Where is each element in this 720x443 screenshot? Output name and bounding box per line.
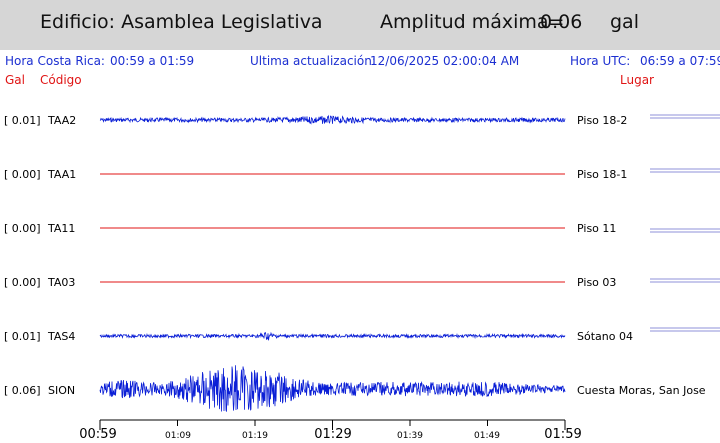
channel-place-taa2: Piso 18-2 — [577, 114, 628, 127]
time-tick-label: 01:29 — [314, 427, 352, 442]
channel-place-tas4: Sótano 04 — [577, 330, 633, 343]
seismogram-traces — [99, 114, 566, 412]
header-bar: Edificio: Asamblea Legislativa Amplitud … — [0, 0, 720, 50]
channel-gal-ta11: [ 0.00] — [4, 222, 41, 235]
channel-gal-taa2: [ 0.01] — [4, 114, 41, 127]
time-tick-label: 01:19 — [242, 431, 268, 441]
channel-code-tas4: TAS4 — [48, 330, 76, 343]
max-amplitude-unit: gal — [610, 11, 639, 33]
channel-place-ta11: Piso 11 — [577, 222, 617, 235]
channel-gal-tas4: [ 0.01] — [4, 330, 41, 343]
channel-code-taa1: TAA1 — [48, 168, 77, 181]
trace-taa2 — [99, 114, 566, 125]
place-column-label: Lugar — [620, 73, 654, 87]
channel-gal-taa1: [ 0.00] — [4, 168, 41, 181]
channel-code-taa2: TAA2 — [48, 114, 77, 127]
utc-time-range: 06:59 a 07:59 — [640, 54, 720, 68]
channel-code-ta11: TA11 — [48, 222, 76, 235]
max-amplitude-value: 0.06 — [540, 11, 583, 33]
max-amplitude-label: Amplitud máxima= — [380, 11, 565, 33]
time-tick-label: 01:09 — [165, 431, 191, 441]
time-tick-label: 00:59 — [79, 427, 117, 442]
channel-place-sion: Cuesta Moras, San Jose — [577, 384, 706, 397]
time-axis — [99, 419, 566, 430]
update-value: 12/06/2025 02:00:04 AM — [370, 54, 520, 68]
channel-code-ta03: TA03 — [48, 276, 76, 289]
code-column-label: Código — [40, 73, 82, 87]
trace-sion — [99, 365, 566, 412]
trace-tas4 — [99, 331, 566, 341]
utc-time-label: Hora UTC: — [570, 54, 631, 68]
channel-code-sion: SION — [48, 384, 76, 397]
side-markers — [650, 114, 720, 332]
time-tick-label: 01:59 — [544, 427, 582, 442]
channel-place-ta03: Piso 03 — [577, 276, 617, 289]
time-tick-label: 01:39 — [397, 431, 423, 441]
local-time-label: Hora Costa Rica: — [5, 54, 105, 68]
update-label: Ultima actualización: — [250, 54, 376, 68]
channel-gal-sion: [ 0.06] — [4, 384, 41, 397]
channel-gal-ta03: [ 0.00] — [4, 276, 41, 289]
building-title: Edificio: Asamblea Legislativa — [40, 11, 323, 33]
time-tick-label: 01:49 — [474, 431, 500, 441]
channel-place-taa1: Piso 18-1 — [577, 168, 628, 181]
gal-column-label: Gal — [5, 73, 25, 87]
local-time-range: 00:59 a 01:59 — [110, 54, 195, 68]
